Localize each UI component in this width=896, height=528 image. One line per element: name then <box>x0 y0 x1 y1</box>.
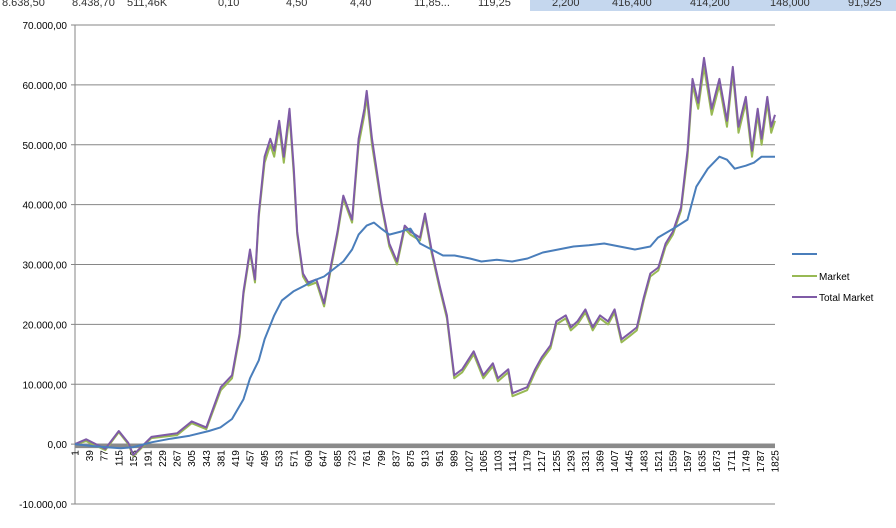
y-tick-label: 50.000,00 <box>23 141 68 152</box>
y-tick-label: 30.000,00 <box>23 261 68 272</box>
strip-cell: 148,000 <box>770 0 810 9</box>
y-tick-label: 20.000,00 <box>23 320 68 331</box>
x-tick-label: 533 <box>275 450 286 467</box>
x-tick-label: 1103 <box>493 450 504 472</box>
x-tick-label: 1 <box>71 450 82 456</box>
x-tick-label: 1445 <box>625 450 636 473</box>
x-tick-label: 799 <box>377 450 388 467</box>
x-tick-label: 229 <box>158 450 169 467</box>
y-tick-label: 70.000,00 <box>23 21 68 32</box>
x-tick-label: 875 <box>406 450 417 467</box>
x-axis-tick-band <box>75 444 775 449</box>
x-tick-label: 1673 <box>712 450 723 473</box>
x-tick-label: 1141 <box>508 450 519 472</box>
x-tick-label: 1407 <box>610 450 621 473</box>
series-lines <box>74 56 776 458</box>
strip-cell: 4,50 <box>286 0 308 9</box>
x-tick-label: 457 <box>246 450 257 467</box>
strip-cell: 119,25 <box>478 0 511 9</box>
x-tick-label: 495 <box>260 450 271 467</box>
y-axis: -10.000,00 0,00 10.000,00 20.000,00 30.000,0… <box>19 21 76 511</box>
x-tick-label: 1179 <box>523 450 534 472</box>
x-tick-label: 191 <box>143 450 154 467</box>
x-tick-label: 1065 <box>479 450 490 473</box>
strip-cell: 8.638,50 <box>2 0 45 9</box>
x-tick-label: 1597 <box>683 450 694 473</box>
x-tick-label: 1711 <box>727 450 738 472</box>
series-line-total-market <box>74 56 776 456</box>
legend-label: Total Market <box>819 293 874 304</box>
x-tick-label: 1635 <box>698 450 709 473</box>
y-tick-label: 60.000,00 <box>23 81 68 92</box>
selected-range-highlight <box>530 0 896 11</box>
x-tick-label: 571 <box>289 450 300 467</box>
legend-label: Market <box>819 272 850 283</box>
strip-cell: 4,40 <box>350 0 372 9</box>
x-tick-label: 761 <box>362 450 373 467</box>
x-tick-label: 1027 <box>464 450 475 473</box>
x-tick-label: 1483 <box>639 450 650 473</box>
line-chart[interactable]: -10.000,00 0,00 10.000,00 20.000,00 30.000,0… <box>0 11 896 523</box>
x-tick-label: 153 <box>129 450 140 467</box>
x-tick-label: 1293 <box>566 450 577 473</box>
x-tick-label: 1217 <box>537 450 548 473</box>
x-tick-label: 951 <box>435 450 446 467</box>
x-tick-label: 381 <box>216 450 227 467</box>
x-tick-label: 837 <box>391 450 402 467</box>
x-tick-label: 1825 <box>771 450 782 473</box>
strip-cell: 8.438,70 <box>72 0 115 9</box>
chart-canvas: -10.000,00 0,00 10.000,00 20.000,00 30.000,0… <box>0 11 896 523</box>
x-tick-label: 267 <box>173 450 184 467</box>
strip-cell: 414,200 <box>690 0 730 9</box>
y-tick-label: 40.000,00 <box>23 201 68 212</box>
x-tick-label: 1559 <box>668 450 679 473</box>
series-line-unnamed <box>74 155 775 450</box>
x-tick-label: 39 <box>85 450 96 462</box>
legend-item: Market <box>792 272 850 283</box>
strip-cell: 11,85... <box>414 0 450 9</box>
x-tick-label: 1787 <box>756 450 767 473</box>
x-tick-label: 419 <box>231 450 242 467</box>
x-tick-label: 609 <box>304 450 315 467</box>
x-tick-label: 913 <box>421 450 432 467</box>
strip-cell: 0,10 <box>218 0 240 9</box>
x-tick-label: 343 <box>202 450 213 467</box>
x-tick-label: 1331 <box>581 450 592 473</box>
x-tick-label: 1255 <box>552 450 563 473</box>
x-tick-label: 647 <box>318 450 329 467</box>
x-tick-label: 115 <box>114 450 125 466</box>
x-tick-label: 723 <box>348 450 359 467</box>
strip-cell: 511,46K <box>127 0 168 9</box>
x-axis: 1 39 77 115 153 191 229 267 305 343 381 419 457 495 53… <box>71 443 782 473</box>
legend-item: Total Market <box>792 293 874 304</box>
y-tick-label: 0,00 <box>48 440 68 451</box>
x-tick-label: 305 <box>187 450 198 467</box>
x-tick-label: 989 <box>450 450 461 467</box>
strip-cell: 2,200 <box>552 0 580 9</box>
legend: Market Total Market <box>792 253 874 304</box>
x-tick-label: 77 <box>100 450 111 462</box>
x-tick-label: 1369 <box>596 450 607 473</box>
x-tick-label: 1749 <box>741 450 752 473</box>
x-tick-label: 1521 <box>654 450 665 473</box>
spreadsheet-header-strip: 8.638,50 8.438,70 511,46K 0,10 4,50 4,40 11,85… <box>0 0 896 11</box>
y-tick-label: -10.000,00 <box>19 500 67 511</box>
strip-cell: 416,400 <box>612 0 652 9</box>
y-tick-label: 10.000,00 <box>23 380 68 391</box>
strip-cell: 91,925 <box>848 0 882 9</box>
x-tick-label: 685 <box>333 450 344 467</box>
